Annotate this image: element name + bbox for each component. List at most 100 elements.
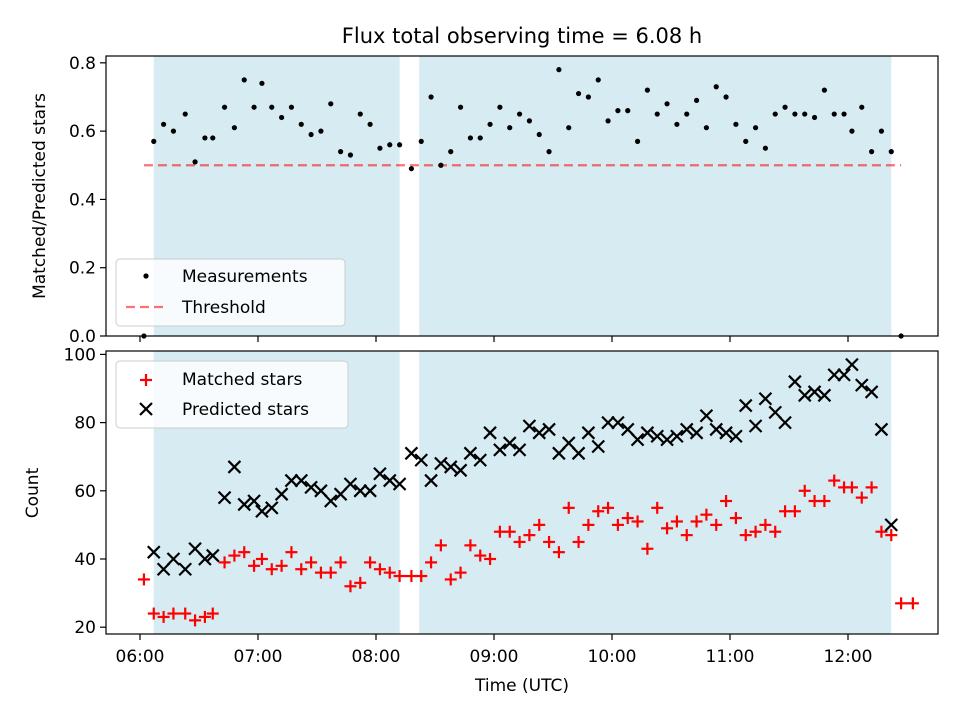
matched-point-33 bbox=[464, 539, 477, 552]
predicted-point-41 bbox=[552, 446, 566, 461]
measurement-point-58 bbox=[713, 84, 719, 90]
predicted-point-59 bbox=[729, 429, 743, 444]
bottom-ytick-label-4: 100 bbox=[64, 345, 96, 365]
predicted-point-49 bbox=[630, 432, 645, 447]
predicted-point-73 bbox=[864, 385, 879, 399]
predicted-point-40 bbox=[542, 422, 556, 437]
predicted-point-47 bbox=[611, 415, 625, 430]
predicted-point-69 bbox=[827, 368, 842, 382]
matched-point-45 bbox=[582, 518, 595, 531]
predicted-point-67 bbox=[807, 385, 822, 399]
predicted-point-30 bbox=[443, 460, 458, 474]
measurement-point-69 bbox=[821, 87, 828, 93]
bottom-ytick-label-2: 60 bbox=[74, 482, 96, 502]
measurement-point-63 bbox=[762, 145, 769, 151]
measurement-point-26 bbox=[397, 142, 403, 148]
x-axis-label: Time (UTC) bbox=[474, 676, 569, 696]
measurement-point-43 bbox=[566, 125, 572, 131]
matched-point-62 bbox=[749, 525, 762, 538]
matched-point-6 bbox=[198, 610, 211, 623]
predicted-point-5 bbox=[198, 552, 212, 566]
matched-point-43 bbox=[562, 501, 575, 514]
matched-point-58 bbox=[710, 518, 723, 531]
measurement-point-47 bbox=[605, 118, 611, 124]
matched-point-9 bbox=[228, 549, 241, 562]
predicted-point-27 bbox=[414, 453, 429, 467]
predicted-point-7 bbox=[217, 490, 232, 505]
xtick-label-5: 11:00 bbox=[706, 647, 755, 667]
predicted-point-46 bbox=[601, 415, 615, 430]
bottom-y-ticks: 20 40 60 80 100 bbox=[64, 345, 106, 638]
measurement-point-72 bbox=[849, 128, 855, 134]
measurement-point-38 bbox=[516, 111, 523, 117]
predicted-point-28 bbox=[424, 473, 438, 488]
predicted-point-36 bbox=[502, 436, 517, 450]
predicted-point-61 bbox=[748, 419, 763, 433]
measurement-point-53 bbox=[664, 101, 670, 107]
measurement-point-75 bbox=[878, 128, 885, 134]
matched-point-67 bbox=[798, 484, 811, 497]
measurement-point-60 bbox=[733, 121, 739, 127]
measurement-point-62 bbox=[752, 125, 759, 131]
measurement-point-3 bbox=[170, 128, 177, 134]
measurement-point-48 bbox=[615, 108, 621, 114]
measurement-point-11 bbox=[251, 104, 257, 110]
measurement-point-6 bbox=[202, 135, 208, 141]
top-legend: Measurements Threshold bbox=[115, 258, 346, 327]
predicted-point-57 bbox=[709, 422, 724, 437]
matched-point-54 bbox=[670, 515, 683, 528]
measurement-point-9 bbox=[231, 125, 237, 131]
measurement-point-30 bbox=[438, 162, 444, 168]
measurement-point-4 bbox=[182, 111, 188, 117]
predicted-point-10 bbox=[247, 494, 261, 508]
predicted-point-56 bbox=[699, 409, 714, 423]
legend-measurements-label: Measurements bbox=[182, 267, 308, 287]
measurement-point-19 bbox=[328, 101, 334, 107]
measurement-point-39 bbox=[526, 118, 533, 124]
predicted-point-22 bbox=[363, 484, 377, 498]
predicted-point-58 bbox=[719, 426, 733, 440]
measurement-point-40 bbox=[536, 131, 542, 138]
predicted-point-2 bbox=[166, 552, 181, 566]
predicted-point-21 bbox=[353, 484, 368, 498]
measurement-point-15 bbox=[288, 104, 295, 110]
matched-stars-points bbox=[137, 474, 919, 627]
predicted-point-38 bbox=[522, 419, 537, 433]
measurement-point-17 bbox=[308, 131, 314, 138]
predicted-point-15 bbox=[294, 473, 309, 488]
matched-point-11 bbox=[248, 559, 261, 572]
predicted-stars-points bbox=[146, 357, 899, 576]
measurement-point-16 bbox=[298, 121, 304, 127]
matched-point-19 bbox=[324, 566, 337, 579]
matched-point-17 bbox=[305, 556, 318, 569]
measurement-point-2 bbox=[161, 121, 167, 127]
top-observing-window-1 bbox=[419, 56, 892, 336]
bottom-x-ticks: 06:00 07:00 08:00 09:00 10:00 11:00 12:00 bbox=[116, 634, 873, 667]
measurement-point-27 bbox=[408, 166, 414, 172]
top-ytick-label-3: 0.6 bbox=[69, 122, 96, 142]
matched-point-57 bbox=[700, 508, 713, 521]
measurement-point-46 bbox=[595, 77, 601, 83]
matched-point-60 bbox=[729, 512, 742, 525]
predicted-point-31 bbox=[453, 463, 468, 478]
top-y-axis-label: Matched/Predicted stars bbox=[30, 93, 50, 299]
predicted-point-32 bbox=[463, 446, 478, 461]
measurement-point-67 bbox=[802, 111, 808, 117]
matched-point-44 bbox=[572, 535, 585, 548]
predicted-point-42 bbox=[561, 436, 576, 450]
matched-point-61 bbox=[739, 529, 752, 542]
top-y-ticks: 0.0 0.2 0.4 0.6 0.8 bbox=[69, 54, 106, 347]
measurement-point-56 bbox=[693, 97, 700, 103]
matched-point-13 bbox=[265, 563, 278, 576]
matched-point-28 bbox=[415, 570, 428, 583]
predicted-point-48 bbox=[620, 422, 635, 437]
matched-point-4 bbox=[179, 607, 192, 620]
matched-point-70 bbox=[828, 474, 841, 487]
xtick-label-0: 06:00 bbox=[116, 647, 165, 667]
matched-point-25 bbox=[383, 566, 396, 579]
predicted-point-71 bbox=[845, 357, 859, 372]
chart-title: Flux total observing time = 6.08 h bbox=[342, 24, 702, 48]
matched-point-2 bbox=[157, 610, 170, 623]
matched-point-31 bbox=[444, 573, 457, 586]
